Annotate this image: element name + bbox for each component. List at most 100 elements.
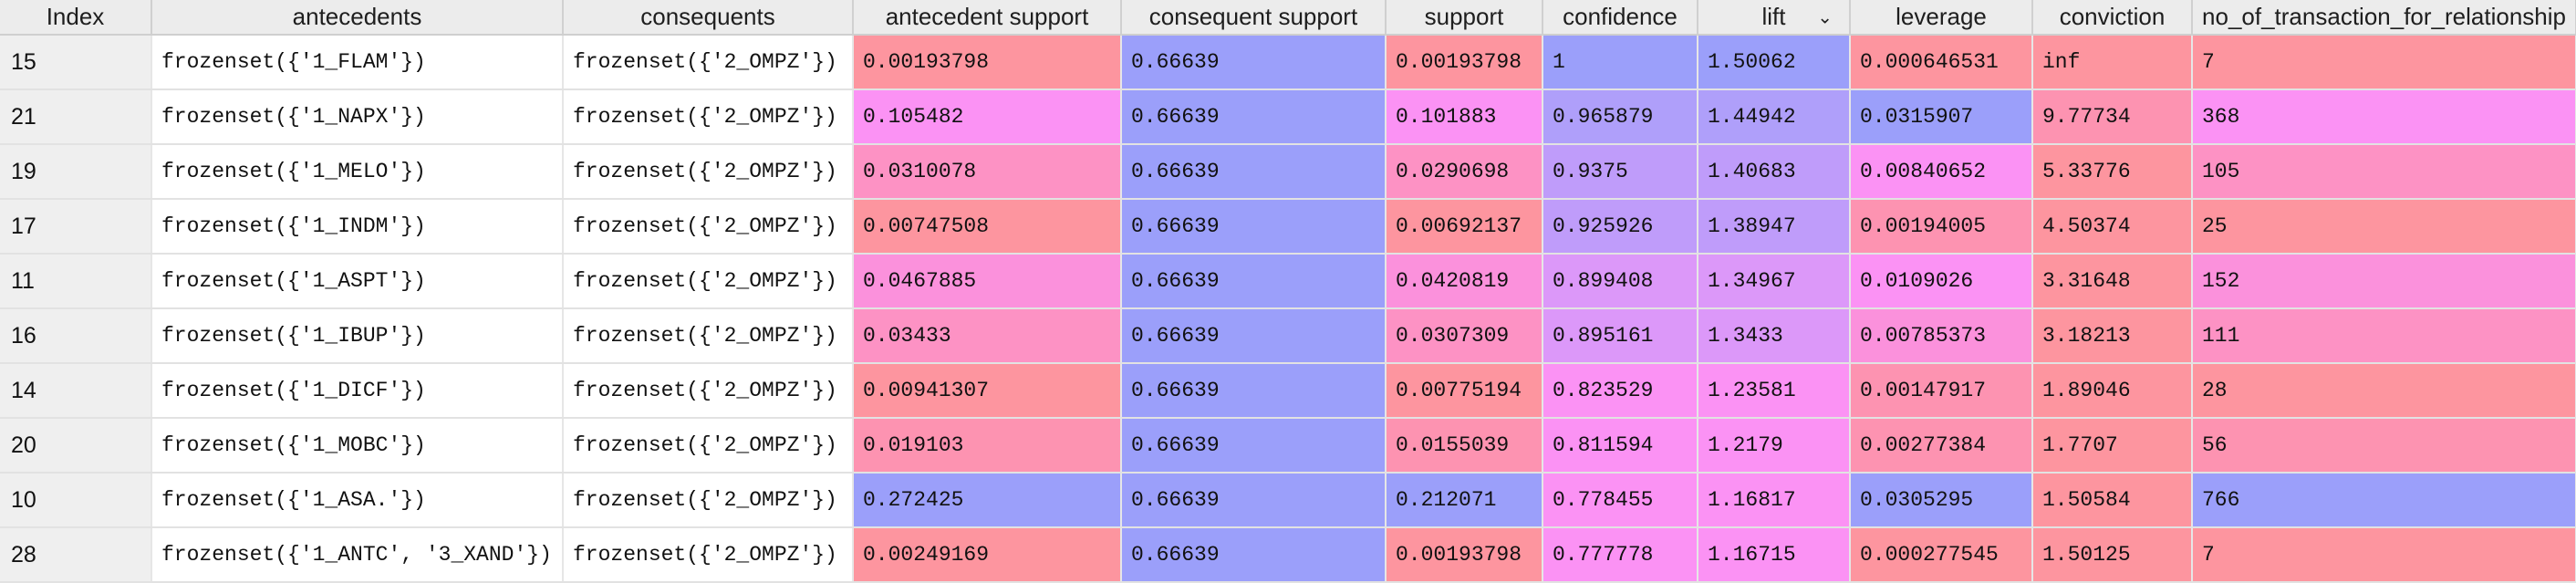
lift-cell[interactable]: 1.3433 xyxy=(1698,308,1851,364)
antecedent-support-cell[interactable]: 0.0467885 xyxy=(853,254,1122,309)
row-index-cell[interactable]: 10 xyxy=(0,473,152,528)
confidence-cell[interactable]: 0.895161 xyxy=(1542,308,1698,364)
consequents-cell[interactable]: frozenset({'2_OMPZ'}) xyxy=(563,473,854,528)
consequents-cell[interactable]: frozenset({'2_OMPZ'}) xyxy=(563,363,854,419)
column-header-conviction[interactable]: conviction xyxy=(2032,0,2193,36)
leverage-cell[interactable]: 0.0315907 xyxy=(1850,89,2033,145)
confidence-cell[interactable]: 1 xyxy=(1542,35,1698,90)
antecedent-support-cell[interactable]: 0.0310078 xyxy=(853,144,1122,200)
lift-cell[interactable]: 1.2179 xyxy=(1698,418,1851,474)
consequents-cell[interactable]: frozenset({'2_OMPZ'}) xyxy=(563,89,854,145)
row-index-cell[interactable]: 16 xyxy=(0,308,152,364)
conviction-cell[interactable]: 4.50374 xyxy=(2032,199,2193,255)
table-row[interactable]: 16 frozenset({'1_IBUP'}) frozenset({'2_OMP… xyxy=(0,308,2576,364)
leverage-cell[interactable]: 0.00277384 xyxy=(1850,418,2033,474)
consequent-support-cell[interactable]: 0.66639 xyxy=(1121,473,1387,528)
leverage-cell[interactable]: 0.00194005 xyxy=(1850,199,2033,255)
consequents-cell[interactable]: frozenset({'2_OMPZ'}) xyxy=(563,418,854,474)
support-cell[interactable]: 0.0420819 xyxy=(1386,254,1543,309)
transaction-count-cell[interactable]: 111 xyxy=(2192,308,2576,364)
column-header-antecedent-support[interactable]: antecedent support xyxy=(853,0,1122,36)
antecedents-cell[interactable]: frozenset({'1_IBUP'}) xyxy=(151,308,564,364)
row-index-cell[interactable]: 21 xyxy=(0,89,152,145)
table-row[interactable]: 17 frozenset({'1_INDM'}) frozenset({'2_OMP… xyxy=(0,199,2576,255)
antecedents-cell[interactable]: frozenset({'1_MELO'}) xyxy=(151,144,564,200)
confidence-cell[interactable]: 0.823529 xyxy=(1542,363,1698,419)
conviction-cell[interactable]: 1.7707 xyxy=(2032,418,2193,474)
row-index-cell[interactable]: 14 xyxy=(0,363,152,419)
table-row[interactable]: 15 frozenset({'1_FLAM'}) frozenset({'2_OMP… xyxy=(0,35,2576,90)
support-cell[interactable]: 0.0155039 xyxy=(1386,418,1543,474)
leverage-cell[interactable]: 0.0305295 xyxy=(1850,473,2033,528)
lift-cell[interactable]: 1.34967 xyxy=(1698,254,1851,309)
lift-cell[interactable]: 1.16715 xyxy=(1698,527,1851,583)
antecedent-support-cell[interactable]: 0.00941307 xyxy=(853,363,1122,419)
lift-cell[interactable]: 1.23581 xyxy=(1698,363,1851,419)
table-row[interactable]: 10 frozenset({'1_ASA.'}) frozenset({'2_OMP… xyxy=(0,473,2576,528)
antecedents-cell[interactable]: frozenset({'1_FLAM'}) xyxy=(151,35,564,90)
consequents-cell[interactable]: frozenset({'2_OMPZ'}) xyxy=(563,35,854,90)
consequent-support-cell[interactable]: 0.66639 xyxy=(1121,144,1387,200)
antecedent-support-cell[interactable]: 0.00193798 xyxy=(853,35,1122,90)
consequent-support-cell[interactable]: 0.66639 xyxy=(1121,89,1387,145)
antecedents-cell[interactable]: frozenset({'1_INDM'}) xyxy=(151,199,564,255)
column-header-leverage[interactable]: leverage xyxy=(1850,0,2033,36)
column-header-no-of-transaction[interactable]: no_of_transaction_for_relationship xyxy=(2192,0,2576,36)
consequent-support-cell[interactable]: 0.66639 xyxy=(1121,35,1387,90)
support-cell[interactable]: 0.00193798 xyxy=(1386,35,1543,90)
antecedent-support-cell[interactable]: 0.00747508 xyxy=(853,199,1122,255)
consequent-support-cell[interactable]: 0.66639 xyxy=(1121,363,1387,419)
conviction-cell[interactable]: 1.50584 xyxy=(2032,473,2193,528)
support-cell[interactable]: 0.0290698 xyxy=(1386,144,1543,200)
transaction-count-cell[interactable]: 105 xyxy=(2192,144,2576,200)
antecedents-cell[interactable]: frozenset({'1_NAPX'}) xyxy=(151,89,564,145)
conviction-cell[interactable]: inf xyxy=(2032,35,2193,90)
table-row[interactable]: 11 frozenset({'1_ASPT'}) frozenset({'2_OMP… xyxy=(0,254,2576,309)
row-index-cell[interactable]: 28 xyxy=(0,527,152,583)
table-row[interactable]: 19 frozenset({'1_MELO'}) frozenset({'2_OMP… xyxy=(0,144,2576,200)
conviction-cell[interactable]: 1.89046 xyxy=(2032,363,2193,419)
column-header-confidence[interactable]: confidence xyxy=(1542,0,1698,36)
transaction-count-cell[interactable]: 766 xyxy=(2192,473,2576,528)
conviction-cell[interactable]: 9.77734 xyxy=(2032,89,2193,145)
row-index-cell[interactable]: 17 xyxy=(0,199,152,255)
column-header-index[interactable]: Index xyxy=(0,0,152,36)
row-index-cell[interactable]: 11 xyxy=(0,254,152,309)
row-index-cell[interactable]: 20 xyxy=(0,418,152,474)
sort-descending-icon[interactable]: ⌄ xyxy=(1817,7,1833,27)
antecedents-cell[interactable]: frozenset({'1_ASA.'}) xyxy=(151,473,564,528)
transaction-count-cell[interactable]: 56 xyxy=(2192,418,2576,474)
antecedents-cell[interactable]: frozenset({'1_ANTC', '3_XAND'}) xyxy=(151,527,564,583)
column-header-antecedents[interactable]: antecedents xyxy=(151,0,564,36)
consequent-support-cell[interactable]: 0.66639 xyxy=(1121,199,1387,255)
antecedent-support-cell[interactable]: 0.00249169 xyxy=(853,527,1122,583)
consequents-cell[interactable]: frozenset({'2_OMPZ'}) xyxy=(563,527,854,583)
leverage-cell[interactable]: 0.00785373 xyxy=(1850,308,2033,364)
table-row[interactable]: 14 frozenset({'1_DICF'}) frozenset({'2_OMP… xyxy=(0,363,2576,419)
confidence-cell[interactable]: 0.899408 xyxy=(1542,254,1698,309)
support-cell[interactable]: 0.00692137 xyxy=(1386,199,1543,255)
confidence-cell[interactable]: 0.778455 xyxy=(1542,473,1698,528)
transaction-count-cell[interactable]: 28 xyxy=(2192,363,2576,419)
confidence-cell[interactable]: 0.811594 xyxy=(1542,418,1698,474)
table-row[interactable]: 20 frozenset({'1_MOBC'}) frozenset({'2_OMP… xyxy=(0,418,2576,474)
transaction-count-cell[interactable]: 368 xyxy=(2192,89,2576,145)
leverage-cell[interactable]: 0.00840652 xyxy=(1850,144,2033,200)
antecedent-support-cell[interactable]: 0.03433 xyxy=(853,308,1122,364)
confidence-cell[interactable]: 0.777778 xyxy=(1542,527,1698,583)
support-cell[interactable]: 0.0307309 xyxy=(1386,308,1543,364)
transaction-count-cell[interactable]: 7 xyxy=(2192,527,2576,583)
antecedents-cell[interactable]: frozenset({'1_ASPT'}) xyxy=(151,254,564,309)
antecedents-cell[interactable]: frozenset({'1_DICF'}) xyxy=(151,363,564,419)
support-cell[interactable]: 0.101883 xyxy=(1386,89,1543,145)
confidence-cell[interactable]: 0.965879 xyxy=(1542,89,1698,145)
column-header-support[interactable]: support xyxy=(1386,0,1543,36)
consequent-support-cell[interactable]: 0.66639 xyxy=(1121,527,1387,583)
lift-cell[interactable]: 1.50062 xyxy=(1698,35,1851,90)
transaction-count-cell[interactable]: 152 xyxy=(2192,254,2576,309)
column-header-consequents[interactable]: consequents xyxy=(563,0,854,36)
column-header-consequent-support[interactable]: consequent support xyxy=(1121,0,1387,36)
leverage-cell[interactable]: 0.0109026 xyxy=(1850,254,2033,309)
row-index-cell[interactable]: 19 xyxy=(0,144,152,200)
conviction-cell[interactable]: 3.31648 xyxy=(2032,254,2193,309)
